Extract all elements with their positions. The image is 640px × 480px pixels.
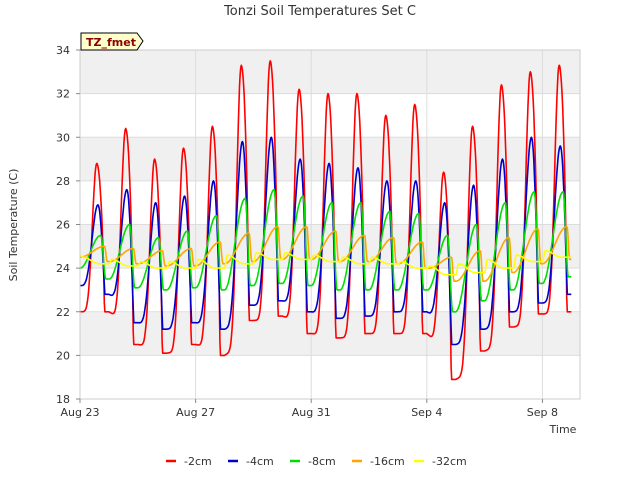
- x-tick-label: Sep 4: [411, 406, 442, 419]
- series-line-8cmcm: [79, 188, 572, 313]
- y-tick-label: 22: [56, 306, 70, 319]
- x-axis-label: Time: [549, 423, 577, 436]
- x-tick-label: Sep 8: [527, 406, 558, 419]
- legend-label: -32cm: [432, 455, 467, 468]
- axes: 18 20 22 24 26 28 30 32 34 Aug 23 Aug 27 Aug 31 Sep …: [56, 44, 581, 419]
- legend-label: -16cm: [370, 455, 405, 468]
- y-tick-label: 18: [56, 393, 70, 406]
- legend-label: -2cm: [184, 455, 212, 468]
- series-line-32cmcm: [79, 249, 572, 276]
- plot-band: [80, 50, 580, 94]
- legend-label: -4cm: [246, 455, 274, 468]
- y-tick-label: 28: [56, 175, 70, 188]
- series-line-4cmcm: [79, 136, 572, 346]
- legend: -2cm -4cm -8cm -16cm -32cm: [166, 455, 467, 468]
- legend-label: -8cm: [308, 455, 336, 468]
- site-label-text: TZ_fmet: [86, 36, 136, 49]
- plot-band: [80, 311, 580, 356]
- y-tick-label: 26: [56, 219, 70, 232]
- x-tick-label: Aug 31: [292, 406, 331, 419]
- y-tick-label: 24: [56, 262, 70, 275]
- y-tick-label: 20: [56, 349, 70, 362]
- series-lines: [79, 60, 572, 381]
- chart-title: Tonzi Soil Temperatures Set C: [223, 4, 416, 19]
- x-tick-label: Aug 27: [176, 406, 215, 419]
- y-tick-label: 32: [56, 88, 70, 101]
- y-tick-label: 34: [56, 44, 70, 57]
- x-tick-label: Aug 23: [61, 406, 100, 419]
- series-line-16cmcm: [79, 225, 572, 283]
- y-axis-label: Soil Temperature (C): [7, 169, 20, 282]
- y-tick-label: 30: [56, 131, 70, 144]
- site-label-badge: TZ_fmet: [80, 32, 144, 51]
